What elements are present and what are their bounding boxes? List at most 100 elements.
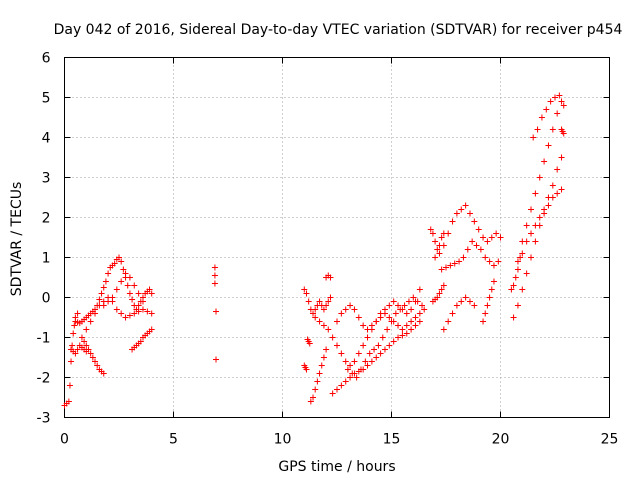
- data-point-marker: [318, 362, 325, 369]
- data-point-marker: [453, 302, 460, 309]
- data-point-marker: [538, 114, 545, 121]
- grid-lines: [64, 57, 610, 418]
- data-point-marker: [403, 322, 410, 329]
- data-point-marker: [351, 358, 358, 365]
- data-point-marker: [419, 302, 426, 309]
- data-point-marker: [72, 350, 79, 357]
- data-point-marker: [118, 278, 125, 285]
- data-point-marker: [312, 386, 319, 393]
- data-point-marker: [379, 334, 386, 341]
- data-point-marker: [517, 254, 524, 261]
- data-point-marker: [541, 158, 548, 165]
- data-point-marker: [96, 296, 103, 303]
- data-point-marker: [473, 242, 480, 249]
- data-point-marker: [545, 142, 552, 149]
- data-point-marker: [497, 234, 504, 241]
- data-point-marker: [320, 354, 327, 361]
- data-point-marker: [334, 386, 340, 393]
- data-point-marker: [139, 306, 146, 313]
- data-point-marker: [126, 274, 133, 281]
- data-point-marker: [536, 214, 543, 221]
- data-point-marker: [301, 286, 308, 293]
- data-point-marker: [364, 362, 371, 369]
- data-point-marker: [490, 262, 497, 269]
- data-point-marker: [512, 274, 519, 281]
- data-point-marker: [364, 326, 371, 333]
- data-point-marker: [386, 314, 393, 321]
- y-tick-label: 3: [42, 171, 51, 187]
- data-point-marker: [368, 358, 375, 365]
- data-point-marker: [445, 230, 452, 237]
- data-point-marker: [549, 194, 556, 201]
- data-point-marker: [362, 358, 369, 365]
- data-point-marker: [305, 298, 312, 305]
- data-point-marker: [390, 338, 397, 345]
- data-point-marker: [443, 264, 449, 271]
- y-tick-label: -3: [37, 411, 51, 427]
- series-seg-late-10: [514, 186, 565, 265]
- data-point-marker: [357, 366, 364, 373]
- data-point-marker: [307, 398, 314, 405]
- data-point-marker: [395, 322, 402, 329]
- series-seg-late-2: [432, 202, 504, 261]
- data-point-marker: [532, 238, 539, 245]
- data-point-marker: [432, 238, 439, 245]
- data-point-marker: [68, 358, 75, 365]
- data-point-marker: [401, 302, 408, 309]
- data-point-marker: [536, 174, 543, 181]
- data-point-marker: [488, 286, 495, 293]
- data-point-marker: [69, 342, 76, 349]
- data-point-marker: [316, 370, 323, 377]
- data-point-marker: [373, 354, 380, 361]
- data-point-marker: [312, 314, 319, 321]
- data-point-marker: [451, 260, 458, 267]
- data-point-marker: [475, 226, 482, 233]
- series-seg-late-6: [480, 278, 497, 325]
- data-point-marker: [83, 342, 90, 349]
- data-point-marker: [347, 362, 354, 369]
- data-point-marker: [211, 272, 218, 279]
- series-seg-early-1: [61, 310, 81, 409]
- data-point-marker: [148, 290, 155, 297]
- data-point-marker: [364, 334, 371, 341]
- data-point-marker: [408, 306, 415, 313]
- data-point-marker: [493, 230, 500, 237]
- data-point-marker: [377, 350, 384, 357]
- data-point-marker: [449, 218, 456, 225]
- series-seg-mid-1: [301, 336, 313, 373]
- data-point-marker: [366, 350, 373, 357]
- data-point-marker: [135, 302, 142, 309]
- data-point-marker: [303, 290, 310, 297]
- data-point-marker: [303, 366, 310, 373]
- data-point-marker: [412, 322, 419, 329]
- data-point-marker: [508, 286, 515, 293]
- data-point-marker: [412, 314, 419, 321]
- data-point-marker: [410, 294, 417, 301]
- data-point-marker: [342, 306, 349, 313]
- data-point-marker: [482, 254, 489, 261]
- data-point-marker: [399, 332, 406, 339]
- data-point-marker: [466, 298, 473, 305]
- data-point-marker: [148, 326, 155, 333]
- data-point-marker: [484, 302, 491, 309]
- data-point-marker: [403, 310, 410, 317]
- data-point-marker: [342, 358, 349, 365]
- series-seg-early-6: [100, 270, 146, 309]
- series-seg-mid-6: [329, 318, 423, 397]
- data-point-marker: [388, 318, 395, 325]
- data-point-marker: [486, 294, 493, 301]
- data-point-marker: [480, 318, 487, 325]
- data-point-marker: [325, 326, 332, 333]
- data-point-marker: [92, 310, 99, 317]
- data-point-marker: [445, 318, 452, 325]
- data-point-marker: [495, 258, 502, 265]
- y-tick-label: 0: [42, 291, 51, 307]
- data-point-marker: [74, 346, 81, 353]
- data-point-marker: [490, 278, 497, 285]
- series-seg-late-7: [508, 98, 565, 293]
- data-point-marker: [323, 302, 330, 309]
- data-point-marker: [118, 310, 125, 317]
- data-point-marker: [460, 254, 467, 261]
- data-point-marker: [105, 270, 112, 277]
